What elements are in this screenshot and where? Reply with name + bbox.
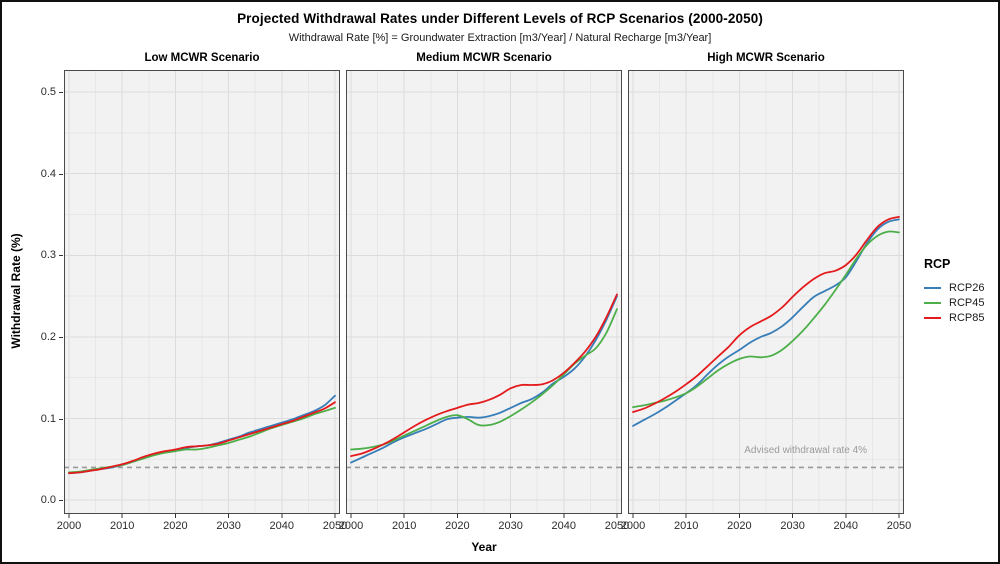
y-tick-label: 0.4 xyxy=(40,167,56,180)
y-tick-mark xyxy=(59,418,63,420)
x-tick-label: 2030 xyxy=(216,520,241,532)
series-line-rcp26 xyxy=(350,295,618,464)
x-tick-label: 2050 xyxy=(322,520,348,532)
legend-item-rcp26: RCP26 xyxy=(924,280,984,295)
y-tick-label: 0.3 xyxy=(40,249,56,262)
series-line-rcp45 xyxy=(632,230,900,408)
series-line-rcp85 xyxy=(350,293,618,457)
legend: RCP RCP26 RCP45 RCP85 xyxy=(924,257,984,325)
y-tick-mark xyxy=(59,255,63,257)
plot-area-2: Advised withdrawal rate 4% xyxy=(627,69,905,518)
x-tick-label: 2030 xyxy=(780,520,805,532)
y-axis: 0.0 0.1 0.2 0.3 0.4 0.5 xyxy=(22,70,64,514)
x-tick-label: 2050 xyxy=(886,520,912,532)
rcp45-line-swatch-icon xyxy=(924,301,941,304)
x-tick-label: 2010 xyxy=(391,520,417,532)
facet-strip-low: Low MCWR Scenario xyxy=(144,52,260,64)
x-tick-label: 2040 xyxy=(551,520,577,532)
y-tick-mark xyxy=(59,500,63,502)
y-tick-mark xyxy=(59,173,63,175)
series-line-rcp85 xyxy=(632,216,900,413)
x-tick-label: 2020 xyxy=(163,520,188,532)
rcp26-line-swatch-icon xyxy=(924,286,941,289)
series-line-rcp26 xyxy=(632,218,900,427)
x-tick-label: 2040 xyxy=(833,520,859,532)
x-tick-label: 2010 xyxy=(673,520,699,532)
y-tick-mark xyxy=(59,92,63,94)
x-tick-label: 2020 xyxy=(445,520,470,532)
legend-label-rcp45: RCP45 xyxy=(949,296,985,309)
rcp85-line-swatch-icon xyxy=(924,316,941,319)
panel-medium-mcwr: 2000 2010 2020 2030 2040 2050 xyxy=(339,69,629,532)
x-tick-label: 2000 xyxy=(56,520,82,532)
y-tick-label: 0.5 xyxy=(40,86,56,99)
legend-label-rcp85: RCP85 xyxy=(949,311,985,324)
x-tick-label: 2000 xyxy=(620,520,646,532)
x-tick-label: 2000 xyxy=(338,520,364,532)
facet-strip-medium: Medium MCWR Scenario xyxy=(416,52,552,64)
x-axis-title: Year xyxy=(471,540,497,554)
plot-area-0 xyxy=(63,69,341,518)
x-tick-label: 2010 xyxy=(109,520,135,532)
panel-low-mcwr: 2000 2010 2020 2030 2040 2050 xyxy=(57,69,347,532)
chart-subtitle: Withdrawal Rate [%] = Groundwater Extrac… xyxy=(288,32,712,44)
x-tick-label: 2020 xyxy=(727,520,752,532)
chart-title: Projected Withdrawal Rates under Differe… xyxy=(237,11,763,26)
x-tick-label: 2050 xyxy=(604,520,630,532)
y-axis-title: Withdrawal Rate (%) xyxy=(9,233,23,349)
advised-rate-annotation: Advised withdrawal rate 4% xyxy=(744,445,867,456)
legend-item-rcp45: RCP45 xyxy=(924,295,984,310)
y-tick-mark xyxy=(59,336,63,338)
panel-high-mcwr: Advised withdrawal rate 4% 2000 2010 2020 20… xyxy=(621,69,911,532)
plot-area-1 xyxy=(345,69,623,518)
legend-title: RCP xyxy=(924,257,951,271)
x-tick-label: 2030 xyxy=(498,520,523,532)
y-tick-label: 0.0 xyxy=(40,494,56,507)
y-tick-label: 0.2 xyxy=(40,330,56,343)
facet-strip-high: High MCWR Scenario xyxy=(707,52,825,64)
legend-item-rcp85: RCP85 xyxy=(924,310,984,325)
series-line-rcp85 xyxy=(68,401,336,475)
legend-label-rcp26: RCP26 xyxy=(949,281,985,294)
x-tick-label: 2040 xyxy=(269,520,295,532)
y-tick-label: 0.1 xyxy=(40,412,56,425)
